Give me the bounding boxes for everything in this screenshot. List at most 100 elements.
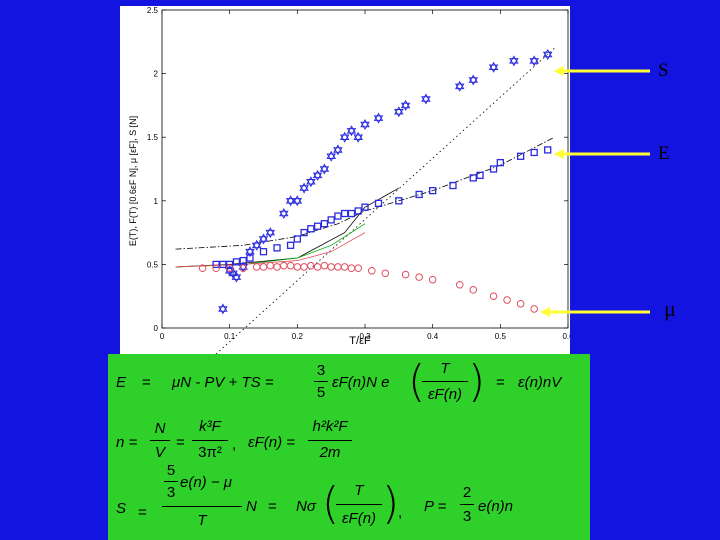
reference-line-solid: [175, 232, 366, 268]
y-tick-label: 0.5: [147, 260, 159, 269]
density-2m: 2m: [319, 444, 341, 461]
data-point-e: [361, 203, 369, 211]
data-point-e: [273, 244, 281, 252]
formula-panel: E = μN - PV + TS = 3 5 εF(n)N e ( T εF(n…: [108, 354, 590, 540]
data-point-mu: [415, 273, 423, 281]
data-point-e: [232, 258, 241, 266]
y-axis-label: E(T), F(T) [0.6εF N], μ [εF], S [N]: [128, 116, 138, 246]
energy-rparen: ): [468, 356, 486, 407]
data-point-e: [246, 254, 254, 262]
data-point-mu: [367, 266, 376, 275]
x-axis-label: T/εF: [349, 335, 371, 347]
data-point-s: [394, 106, 404, 118]
callout-label-e: E: [658, 143, 670, 164]
data-point-e: [496, 158, 504, 167]
data-point-mu: [455, 280, 464, 289]
data-point-s: [251, 239, 262, 251]
data-point-s: [400, 99, 411, 111]
data-point-s: [319, 163, 330, 175]
entropy-main-bar: [162, 506, 242, 507]
data-point-e: [489, 165, 498, 173]
plot-panel: 0 0.1 0.2 0.3 0.4 0.5 0.6 0 0.5 1 1.5 2 2.5 E(T), F(…: [120, 6, 570, 354]
data-point-e: [300, 228, 308, 237]
x-tick-label: 0: [160, 332, 165, 341]
energy-coef-bar: [314, 381, 328, 382]
data-point-mu: [503, 296, 511, 304]
x-tick-label: 0.6: [562, 332, 570, 341]
data-point-e: [226, 260, 234, 269]
data-point-s: [258, 233, 269, 245]
data-point-mu: [293, 263, 302, 271]
data-point-mu: [489, 292, 498, 301]
data-point-mu: [354, 264, 363, 273]
entropy-T-bar: [336, 504, 382, 505]
data-point-s: [245, 246, 255, 258]
data-point-s: [279, 207, 289, 219]
entropy-lhs: S: [116, 500, 127, 517]
entropy-den: T: [197, 512, 207, 529]
data-point-mu: [212, 264, 220, 273]
data-point-e: [469, 174, 477, 182]
density-kF-bar: [192, 440, 228, 441]
energy-T-bar: [422, 381, 468, 382]
data-point-e: [395, 197, 403, 205]
x-tick-label: 0.4: [427, 332, 439, 341]
data-point-s: [218, 303, 228, 315]
data-point-mu: [239, 264, 247, 273]
density-comma: ,: [232, 436, 237, 453]
energy-eq2: =: [496, 374, 505, 391]
data-point-mu: [266, 261, 275, 270]
data-point-e: [415, 190, 423, 199]
data-point-s: [488, 61, 499, 73]
y-tick-label: 1: [154, 197, 159, 206]
entropy-epsF: εF(n): [341, 510, 377, 527]
data-point-mu: [516, 300, 525, 308]
data-point-mu: [252, 263, 261, 271]
data-point-mu: [259, 263, 268, 271]
data-point-mu: [300, 263, 308, 271]
data-point-mu: [381, 269, 390, 278]
data-point-mu: [313, 263, 322, 271]
energy-coef-den: 5: [316, 384, 326, 401]
pressure-den: 3: [462, 508, 472, 525]
pressure-num: 2: [462, 484, 472, 501]
callout-label-mu: μ: [664, 296, 676, 321]
data-point-e: [259, 248, 268, 256]
data-point-mu: [273, 263, 281, 271]
data-point-s: [339, 131, 350, 143]
density-NV-bar: [150, 440, 170, 441]
x-tick-label: 0.3: [359, 332, 371, 341]
data-point-e: [374, 199, 383, 207]
data-point-e: [516, 152, 525, 160]
data-point-e: [313, 222, 322, 230]
data-point-s: [306, 176, 316, 188]
data-point-s: [265, 227, 276, 239]
density-kF3: k³F: [199, 418, 221, 435]
callout-label-s: S: [658, 60, 669, 81]
x-tick-label: 0.1: [224, 332, 236, 341]
data-point-mu: [320, 261, 329, 270]
entropy-comma: ,: [398, 504, 403, 521]
data-point-e: [347, 209, 356, 218]
data-point-mu: [286, 261, 295, 270]
data-point-e: [476, 171, 484, 180]
entropy-coef-bot: 3: [166, 484, 176, 501]
data-point-s: [373, 112, 384, 124]
density-hk: h²k²F: [312, 418, 348, 435]
data-point-e: [320, 220, 329, 228]
data-point-mu: [198, 264, 207, 273]
pressure-lhs: P =: [424, 498, 447, 515]
data-point-e: [293, 235, 301, 243]
data-point-s: [421, 93, 431, 105]
energy-mid: μN - PV + TS =: [172, 374, 274, 391]
x-tick-label: 0.5: [495, 332, 507, 341]
data-point-mu: [347, 264, 356, 273]
data-point-s: [529, 55, 539, 67]
density-pi: 3π²: [198, 444, 222, 461]
data-point-mu: [401, 270, 410, 279]
y-tick-label: 2.5: [147, 6, 159, 15]
entropy-rparen: ): [382, 478, 400, 529]
data-point-s: [285, 195, 296, 207]
data-point-s: [542, 48, 553, 60]
density-N: N: [154, 420, 166, 437]
